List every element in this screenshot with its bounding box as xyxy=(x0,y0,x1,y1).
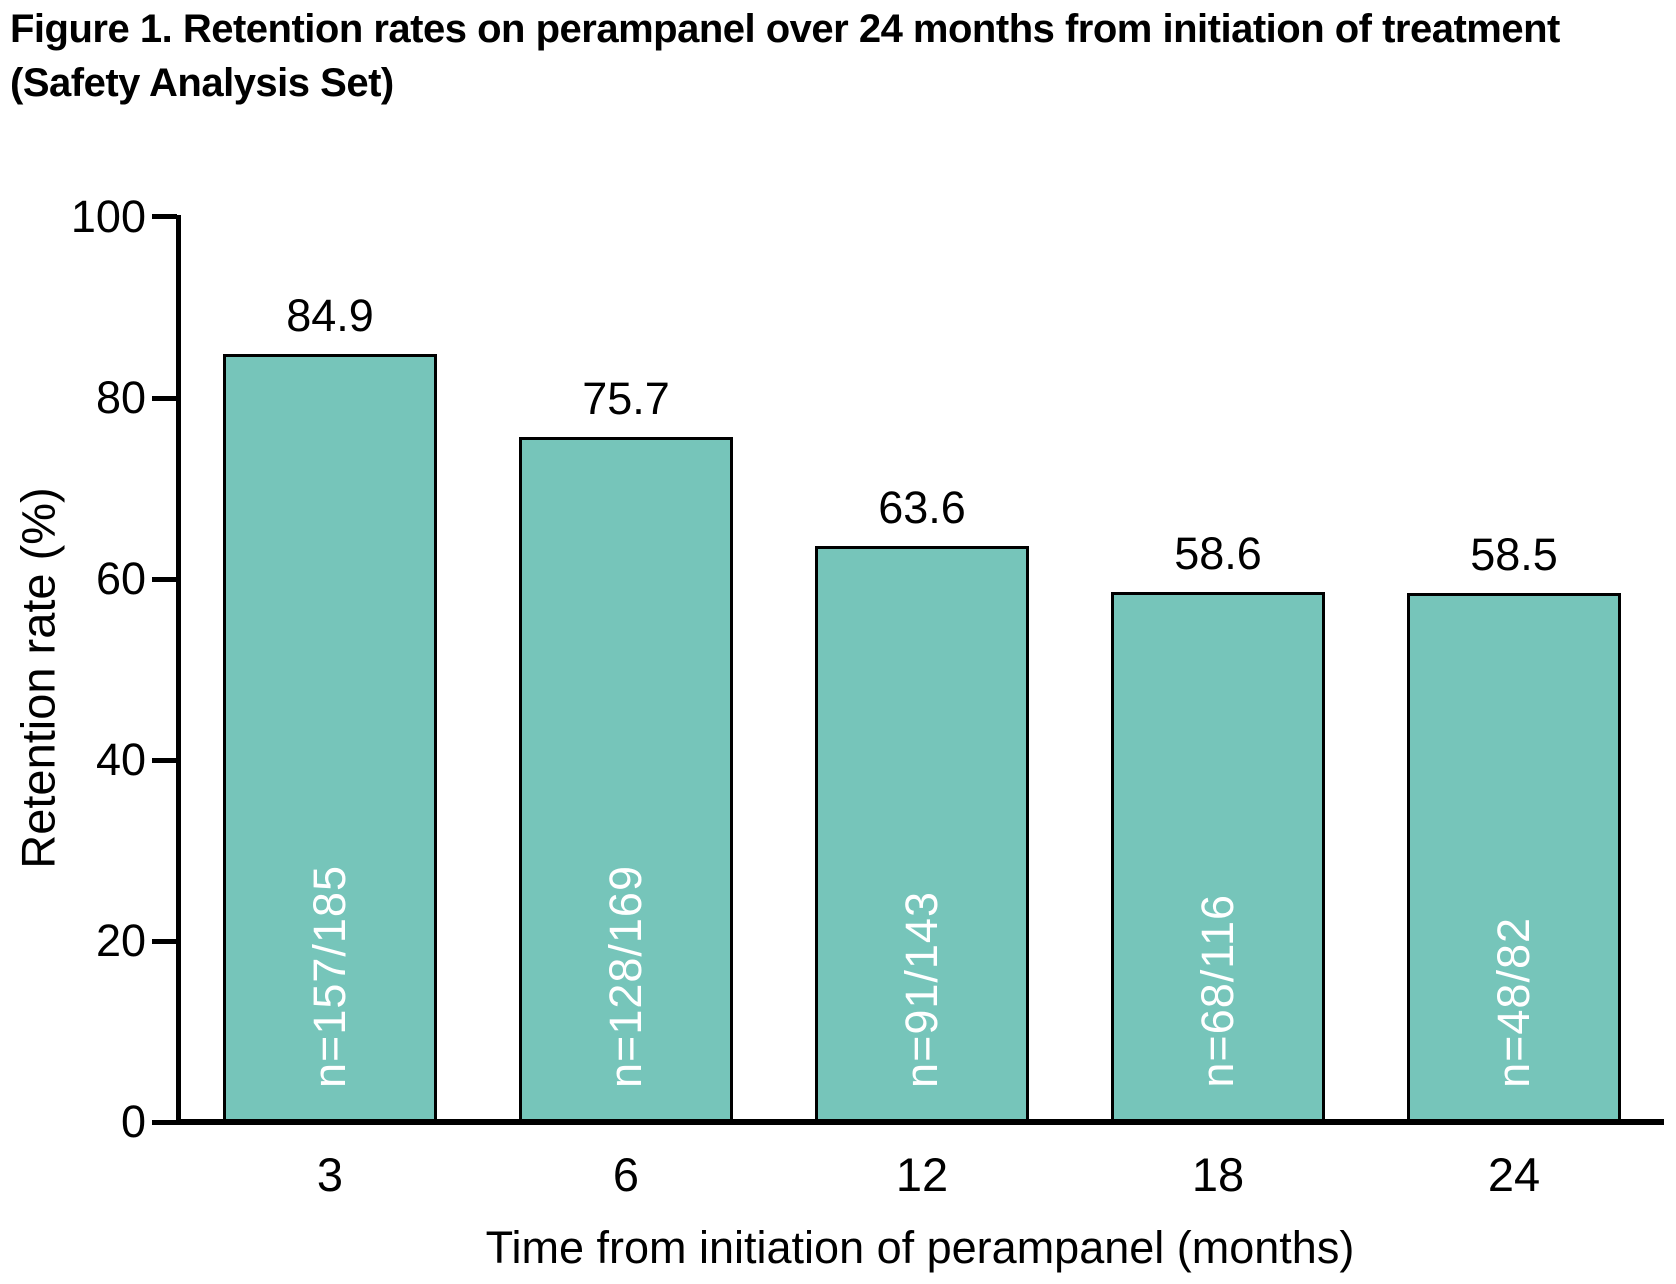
y-axis-tick-label: 80 xyxy=(95,372,146,423)
figure-title: Figure 1. Retention rates on perampanel … xyxy=(10,7,1560,105)
bar-n-label: n=48/82 xyxy=(1488,917,1539,1088)
bar: n=48/82 xyxy=(1407,593,1621,1124)
y-axis-title: Retention rate (%) xyxy=(11,487,65,869)
bar: n=128/169 xyxy=(519,437,733,1124)
y-axis-tick xyxy=(152,396,177,401)
bar: n=157/185 xyxy=(223,354,437,1124)
y-axis-tick xyxy=(152,758,177,763)
y-axis-tick xyxy=(152,1120,177,1125)
x-axis-tick-label: 18 xyxy=(1191,1148,1245,1201)
y-axis-tick xyxy=(152,577,177,582)
x-axis-line xyxy=(176,1119,1664,1125)
x-axis-tick-label: 3 xyxy=(316,1148,344,1201)
x-axis-tick-label: 12 xyxy=(895,1148,949,1201)
bar-n-label: n=128/169 xyxy=(600,865,651,1088)
y-axis-tick-label: 40 xyxy=(95,734,146,785)
x-axis-tick-label: 24 xyxy=(1487,1148,1541,1201)
y-axis-line xyxy=(176,215,181,1125)
bar-n-label: n=91/143 xyxy=(896,891,947,1088)
bar: n=68/116 xyxy=(1111,592,1325,1124)
bar-n-label: n=68/116 xyxy=(1192,894,1243,1088)
bar-value-label: 63.6 xyxy=(878,482,966,533)
bar-value-label: 75.7 xyxy=(582,373,670,424)
bar-value-label: 58.6 xyxy=(1174,528,1262,579)
x-axis-tick-label: 6 xyxy=(612,1148,640,1201)
bar: n=91/143 xyxy=(815,546,1029,1124)
y-axis-tick-label: 100 xyxy=(70,191,146,242)
y-axis-tick-label: 60 xyxy=(95,553,146,604)
bar-value-label: 84.9 xyxy=(286,290,374,341)
y-axis-tick-label: 20 xyxy=(95,915,146,966)
y-axis-tick xyxy=(152,939,177,944)
y-axis-tick-label: 0 xyxy=(120,1096,146,1147)
y-axis-tick xyxy=(152,214,177,219)
x-axis-title: Time from initiation of perampanel (mont… xyxy=(485,1222,1355,1273)
bar-n-label: n=157/185 xyxy=(304,865,355,1088)
bar-value-label: 58.5 xyxy=(1470,529,1558,580)
